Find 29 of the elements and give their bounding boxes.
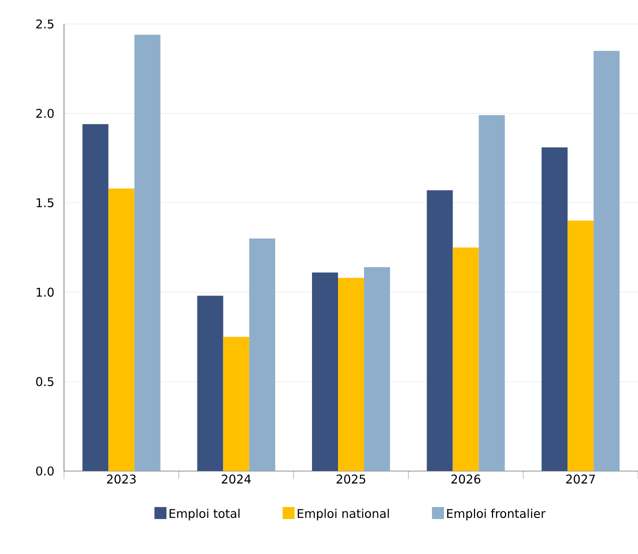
bar: [426, 190, 453, 471]
legend-label: Emploi national: [298, 508, 389, 520]
x-tick-label: 2023: [107, 474, 136, 484]
bar: [364, 267, 390, 471]
bar: [108, 188, 134, 471]
y-tick-label: 1.5: [36, 198, 54, 208]
x-tick-label: 2025: [336, 474, 366, 484]
bar: [338, 278, 364, 471]
y-tick-label: 0.5: [36, 377, 54, 386]
y-tick-label: 0.0: [36, 466, 54, 476]
x-tick-label: 2027: [566, 474, 595, 484]
bar: [568, 220, 594, 471]
bar: [312, 272, 338, 471]
y-tick-label: 2.0: [36, 108, 54, 118]
bar: [594, 50, 620, 471]
bar: [223, 336, 250, 471]
y-tick-label: 2.5: [36, 19, 54, 29]
bar: [249, 238, 276, 471]
bar: [452, 248, 479, 471]
bar: [82, 124, 108, 471]
bar: [134, 34, 160, 471]
bar: [542, 147, 568, 471]
bar: [197, 296, 224, 471]
x-tick-label: 2024: [222, 474, 251, 484]
legend-label: Emploi total: [170, 508, 240, 520]
y-tick-label: 1.0: [36, 288, 54, 297]
bar: [478, 115, 505, 471]
x-tick-label: 2026: [451, 474, 480, 484]
legend-label: Emploi frontalier: [447, 508, 546, 520]
